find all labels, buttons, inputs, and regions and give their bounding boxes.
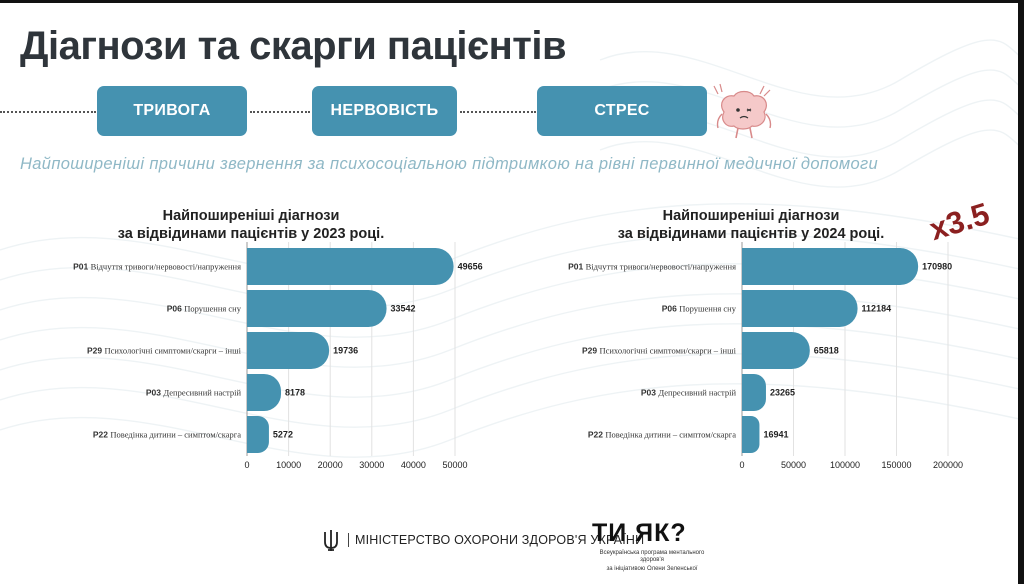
data-label: 65818 bbox=[814, 346, 839, 356]
chart-2023-title-line2: за відвідинами пацієнтів у 2023 році. bbox=[117, 226, 385, 242]
dotted-line bbox=[250, 111, 310, 113]
x-tick-label: 20000 bbox=[318, 460, 343, 470]
chart-2024: 0 50000 100000 150000 200000 170980 P01 Відчут… bbox=[568, 242, 963, 470]
data-label: 8178 bbox=[285, 388, 305, 398]
bar bbox=[742, 248, 919, 285]
x-tick-label: 150000 bbox=[881, 460, 911, 470]
x-tick-label: 40000 bbox=[401, 460, 426, 470]
chart-2023-title-line1: Найпоширеніші діагнози bbox=[162, 208, 340, 224]
bar bbox=[247, 374, 282, 411]
program-note-1: Всеукраїнська програма ментального здоро… bbox=[599, 550, 705, 563]
data-label: 49656 bbox=[458, 262, 483, 272]
x-tick-label: 0 bbox=[244, 460, 249, 470]
data-label: 33542 bbox=[391, 304, 416, 314]
data-label: 16941 bbox=[763, 430, 788, 440]
chart-2023-title: Найпоширеніші діагнози за відвідинами па… bbox=[96, 207, 406, 243]
bar bbox=[742, 416, 760, 453]
data-label: 112184 bbox=[862, 304, 892, 314]
x-tick-label: 200000 bbox=[933, 460, 963, 470]
category-label: P29 Психологічні симптоми/скарги – інші bbox=[87, 346, 242, 356]
bar bbox=[247, 290, 387, 327]
pill-stress: СТРЕС bbox=[537, 86, 707, 136]
category-label: P06 Порушення сну bbox=[167, 304, 242, 314]
chart-2024-title-line1: Найпоширеніші діагнози bbox=[662, 208, 840, 224]
category-label: P03 Депресивний настрій bbox=[146, 388, 242, 398]
trident-icon bbox=[324, 530, 338, 551]
brain-mascot-icon bbox=[713, 83, 772, 139]
category-label: P06 Порушення сну bbox=[662, 304, 737, 314]
program-note-2: за ініціативою Олени Зеленської bbox=[606, 566, 698, 572]
x-tick-label: 50000 bbox=[781, 460, 806, 470]
ministry-name: МІНІСТЕРСТВО ОХОРОНИ ЗДОРОВ'Я УКРАЇНИ bbox=[348, 533, 644, 547]
bar bbox=[742, 332, 810, 369]
category-label: P01 Відчуття тривоги/нервовості/напружен… bbox=[568, 262, 736, 272]
bar bbox=[742, 290, 858, 327]
data-label: 23265 bbox=[770, 388, 795, 398]
bar bbox=[247, 416, 269, 453]
chart-2023: 0 10000 20000 30000 40000 50000 49656 P01 Відчу… bbox=[73, 242, 483, 470]
dotted-line bbox=[460, 111, 536, 113]
category-label: P22 Поведінка дитини – симптом/скарга bbox=[588, 430, 736, 440]
x-tick-label: 100000 bbox=[830, 460, 860, 470]
pill-nervousness: НЕРВОВІСТЬ bbox=[312, 86, 457, 136]
page-title: Діагнози та скарги пацієнтів bbox=[20, 24, 567, 68]
bar bbox=[742, 374, 766, 411]
data-label: 170980 bbox=[922, 262, 952, 272]
x-tick-label: 30000 bbox=[359, 460, 384, 470]
data-label: 5272 bbox=[273, 430, 293, 440]
category-label: P22 Поведінка дитини – симптом/скарга bbox=[93, 430, 241, 440]
ministry-logo: МІНІСТЕРСТВО ОХОРОНИ ЗДОРОВ'Я УКРАЇНИ bbox=[322, 528, 644, 552]
bar bbox=[247, 332, 330, 369]
x-tick-label: 0 bbox=[739, 460, 744, 470]
chart-2024-title: Найпоширеніші діагнози за відвідинами па… bbox=[596, 207, 906, 243]
x-tick-label: 10000 bbox=[276, 460, 301, 470]
data-label: 19736 bbox=[333, 346, 358, 356]
category-label: P29 Психологічні симптоми/скарги – інші bbox=[582, 346, 737, 356]
category-label: P01 Відчуття тривоги/нервовості/напружен… bbox=[73, 262, 241, 272]
subtitle: Найпоширеніші причини звернення за психо… bbox=[20, 155, 879, 173]
dotted-line bbox=[0, 111, 96, 113]
chart-2024-title-line2: за відвідинами пацієнтів у 2024 році. bbox=[617, 226, 885, 242]
x-tick-label: 50000 bbox=[442, 460, 467, 470]
pill-anxiety: ТРИВОГА bbox=[97, 86, 247, 136]
category-label: P03 Депресивний настрій bbox=[641, 388, 737, 398]
program-name: ТИ ЯК? bbox=[592, 519, 687, 547]
bar bbox=[247, 248, 454, 285]
program-logo: ТИ ЯК? Всеукраїнська програма ментальног… bbox=[592, 519, 712, 573]
